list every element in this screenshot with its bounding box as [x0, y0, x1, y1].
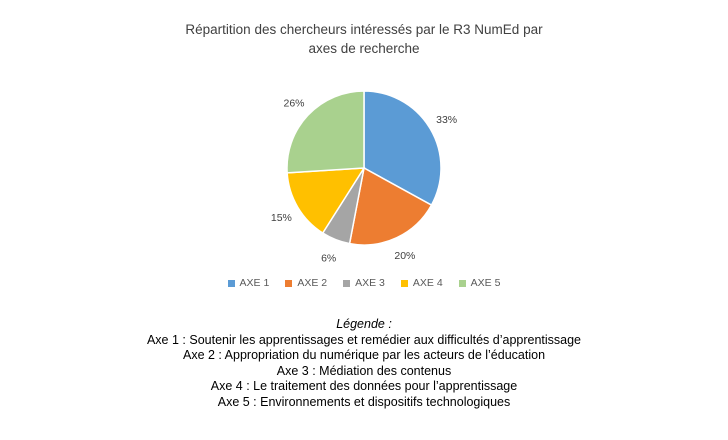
caption-line-axe-4: Axe 4 : Le traitement des données pour l… [210, 379, 518, 393]
legend-swatch-4 [400, 279, 408, 287]
legend-entry-1: AXE 1 [227, 277, 270, 289]
caption-line-axe-5: Axe 5 : Environnements et dispositifs te… [217, 394, 511, 409]
legend-entry-2: AXE 2 [285, 277, 327, 289]
legend-swatch-5 [458, 279, 466, 287]
legend-swatch-3 [343, 279, 351, 287]
pie-slice-5 [286, 90, 365, 174]
legend-swatch-2 [285, 279, 293, 287]
legend-entry-3: AXE 3 [343, 277, 385, 289]
legend-swatch-1 [227, 279, 235, 287]
caption-line-axe-3: Axe 3 : Médiation des contenus [276, 363, 452, 378]
legend-label-5: AXE 5 [470, 277, 501, 289]
data-label-5: 26% [284, 97, 305, 109]
legend-label-3: AXE 3 [355, 277, 385, 289]
caption-title: Légende : [336, 317, 392, 331]
chart-title: Répartition des chercheurs intéressés pa… [0, 20, 728, 58]
legend-entry-5: AXE 5 [458, 277, 501, 289]
pie-slice-1 [363, 90, 442, 207]
chart-title-line-1: Répartition des chercheurs intéressés pa… [185, 22, 543, 37]
data-label-3: 6% [321, 252, 336, 264]
data-label-4: 15% [271, 212, 292, 224]
legend: AXE 1 AXE 2 AXE 3 AXE 4 AXE 5 [0, 277, 728, 289]
caption-line-axe-1: Axe 1 : Soutenir les apprentissages et r… [146, 332, 582, 347]
caption-line-axe-2: Axe 2 : Appropriation du numérique par l… [182, 348, 546, 362]
pie-slice-2 [348, 166, 433, 246]
chart-title-line-2: axes de recherche [308, 41, 420, 56]
legend-label-1: AXE 1 [239, 277, 270, 289]
legend-label-2: AXE 2 [297, 277, 328, 289]
data-label-1: 33% [436, 114, 457, 126]
legend-label-4: AXE 4 [412, 277, 443, 289]
legend-entry-4: AXE 4 [400, 277, 443, 289]
legend-caption: Légende : Axe 1 : Soutenir les apprentis… [0, 317, 728, 410]
pie-slice-4 [286, 167, 366, 235]
data-label-2: 20% [394, 250, 415, 262]
pie-chart: 33% 20% 6% 15% 26% [271, 90, 457, 264]
